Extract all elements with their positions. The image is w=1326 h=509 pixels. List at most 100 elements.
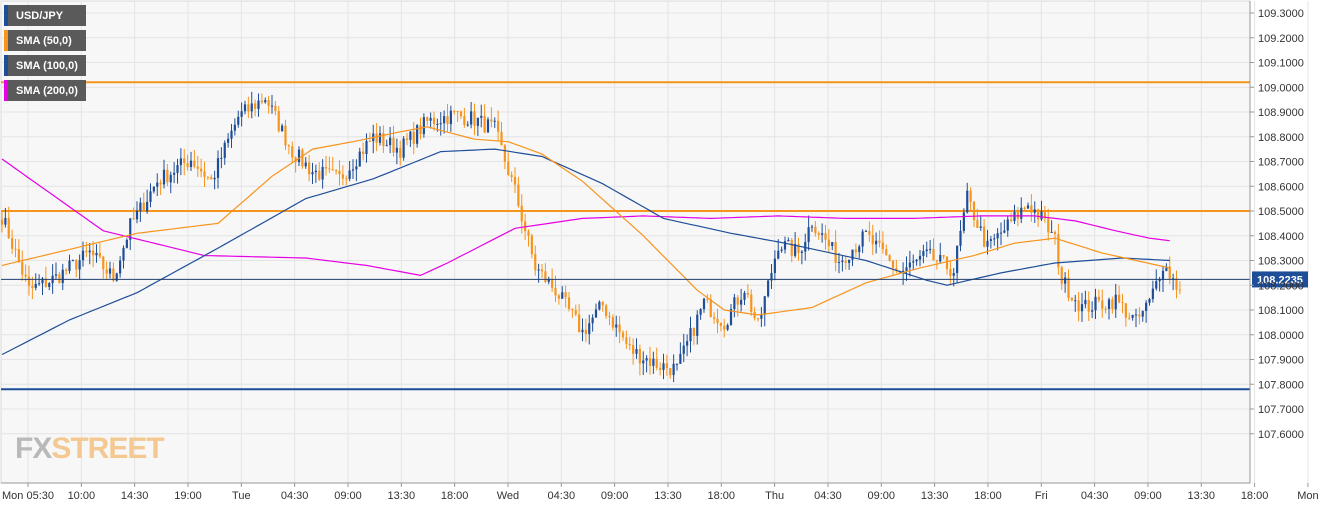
candle-body bbox=[358, 151, 361, 167]
candle-body bbox=[422, 117, 425, 135]
candle-body bbox=[827, 239, 830, 246]
candle-body bbox=[254, 103, 257, 109]
candle-body bbox=[817, 233, 820, 235]
candle-body bbox=[912, 261, 915, 263]
candle-body bbox=[1003, 230, 1006, 233]
candle-body bbox=[797, 244, 800, 253]
candle-body bbox=[159, 182, 162, 185]
candle-body bbox=[497, 120, 500, 132]
candle-body bbox=[331, 169, 334, 171]
candle-body bbox=[166, 169, 169, 183]
candle-body bbox=[625, 337, 628, 344]
candle-body bbox=[1151, 288, 1154, 300]
candle-body bbox=[227, 138, 230, 143]
y-axis: 109.3000 109.2000 109.1000 109.0000 108.9000… bbox=[1249, 1, 1304, 483]
candle-body bbox=[635, 348, 638, 354]
candle-body bbox=[112, 268, 115, 281]
candle-body bbox=[1067, 277, 1070, 299]
candle-body bbox=[567, 297, 571, 309]
candle-body bbox=[348, 170, 351, 179]
candle-body bbox=[385, 145, 388, 147]
candle-body bbox=[88, 250, 91, 253]
candle-body bbox=[881, 242, 884, 250]
candle-body bbox=[554, 287, 557, 296]
legend-item-sma200[interactable]: SMA (200,0) bbox=[4, 80, 86, 101]
candle-body bbox=[78, 260, 81, 270]
candle-body bbox=[382, 133, 385, 146]
candle-body bbox=[527, 231, 530, 236]
candle-body bbox=[1084, 299, 1087, 305]
candle-body bbox=[895, 268, 898, 271]
candle-body bbox=[760, 314, 763, 319]
legend-swatch bbox=[4, 30, 8, 51]
candle-body bbox=[335, 170, 338, 172]
candle-body bbox=[729, 309, 733, 326]
candle-body bbox=[534, 254, 537, 271]
candle-body bbox=[638, 348, 641, 364]
candle-body bbox=[1080, 304, 1084, 312]
candle-body bbox=[1141, 310, 1144, 317]
candle-body bbox=[1121, 302, 1124, 304]
candle-body bbox=[591, 317, 594, 324]
x-tick-label: 09:00 bbox=[334, 490, 362, 502]
candle-body bbox=[399, 147, 402, 158]
candle-body bbox=[959, 230, 962, 246]
candle-body bbox=[1165, 266, 1168, 271]
candle-body bbox=[375, 133, 378, 143]
candle-body bbox=[753, 311, 756, 319]
candle-body bbox=[493, 120, 496, 122]
candle-body bbox=[345, 178, 348, 180]
candle-body bbox=[1057, 234, 1060, 268]
sma100-line bbox=[1, 148, 1170, 356]
candle-body bbox=[1114, 294, 1117, 310]
candle-body bbox=[321, 166, 324, 180]
candle-body bbox=[341, 174, 344, 179]
candle-body bbox=[297, 149, 301, 163]
candle-body bbox=[456, 110, 459, 112]
candle-body bbox=[250, 103, 253, 112]
legend-swatch bbox=[4, 55, 8, 76]
candle-body bbox=[574, 310, 577, 315]
candle-body bbox=[905, 267, 908, 271]
legend-item-sma100[interactable]: SMA (100,0) bbox=[4, 55, 86, 76]
candle-body bbox=[598, 301, 601, 310]
candle-body bbox=[763, 296, 766, 315]
candle-body bbox=[264, 100, 267, 103]
candle-body bbox=[888, 255, 891, 261]
candle-body bbox=[1155, 281, 1158, 289]
candle-body bbox=[85, 250, 88, 253]
candle-body bbox=[466, 124, 469, 126]
candle-body bbox=[794, 244, 797, 256]
x-tick-label: 13:30 bbox=[654, 490, 682, 502]
candle-body bbox=[31, 285, 34, 288]
candle-body bbox=[24, 274, 27, 277]
candle-body bbox=[834, 242, 837, 263]
candle-body bbox=[665, 363, 668, 369]
candle-body bbox=[1158, 279, 1161, 282]
candle-body bbox=[220, 157, 223, 159]
last-price-tag bbox=[1252, 271, 1308, 288]
candle-body bbox=[65, 269, 68, 271]
candle-body bbox=[237, 116, 240, 125]
candle-body bbox=[1168, 266, 1171, 279]
candle-body bbox=[419, 125, 422, 135]
candle-body bbox=[1060, 267, 1063, 284]
candle-body bbox=[645, 358, 648, 361]
candle-body bbox=[119, 260, 122, 274]
candle-body bbox=[601, 301, 604, 306]
candle-body bbox=[611, 317, 614, 328]
candle-body bbox=[1087, 299, 1090, 312]
x-tick-label: 04:30 bbox=[1081, 490, 1109, 502]
candle-body bbox=[1097, 296, 1100, 301]
candle-body bbox=[1064, 277, 1067, 284]
candle-body bbox=[1138, 314, 1141, 317]
logo-fx: FX bbox=[15, 432, 52, 465]
candle-body bbox=[351, 169, 355, 171]
legend-item-usdjpy[interactable]: USD/JPY bbox=[4, 5, 86, 26]
candle-body bbox=[952, 273, 955, 276]
candle-body bbox=[412, 131, 415, 144]
candle-body bbox=[841, 260, 844, 263]
candle-body bbox=[949, 269, 952, 276]
candle-body bbox=[1111, 299, 1114, 310]
legend-item-sma50[interactable]: SMA (50,0) bbox=[4, 30, 86, 51]
